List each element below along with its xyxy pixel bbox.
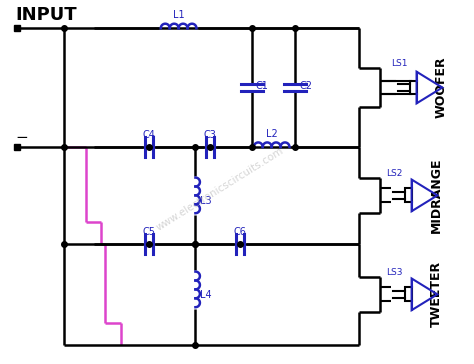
Text: C3: C3	[204, 130, 217, 140]
Text: L3: L3	[201, 196, 212, 206]
Text: L1: L1	[173, 10, 184, 20]
Text: www.electronicscircuits.com: www.electronicscircuits.com	[155, 146, 286, 233]
Text: C5: C5	[143, 227, 155, 237]
Text: WOOFER: WOOFER	[435, 57, 448, 118]
Text: C6: C6	[234, 227, 246, 237]
Text: L2: L2	[266, 129, 277, 139]
Text: INPUT: INPUT	[15, 6, 77, 24]
Text: −: −	[15, 130, 28, 145]
Text: LS3: LS3	[386, 268, 402, 277]
Text: L4: L4	[201, 290, 212, 300]
Text: LS2: LS2	[386, 169, 402, 178]
Text: C1: C1	[256, 80, 269, 91]
Text: MIDRANGE: MIDRANGE	[430, 158, 443, 233]
Text: C2: C2	[300, 80, 312, 91]
Text: TWEETER: TWEETER	[430, 261, 443, 327]
Text: LS1: LS1	[391, 59, 408, 68]
Text: C4: C4	[143, 130, 155, 140]
